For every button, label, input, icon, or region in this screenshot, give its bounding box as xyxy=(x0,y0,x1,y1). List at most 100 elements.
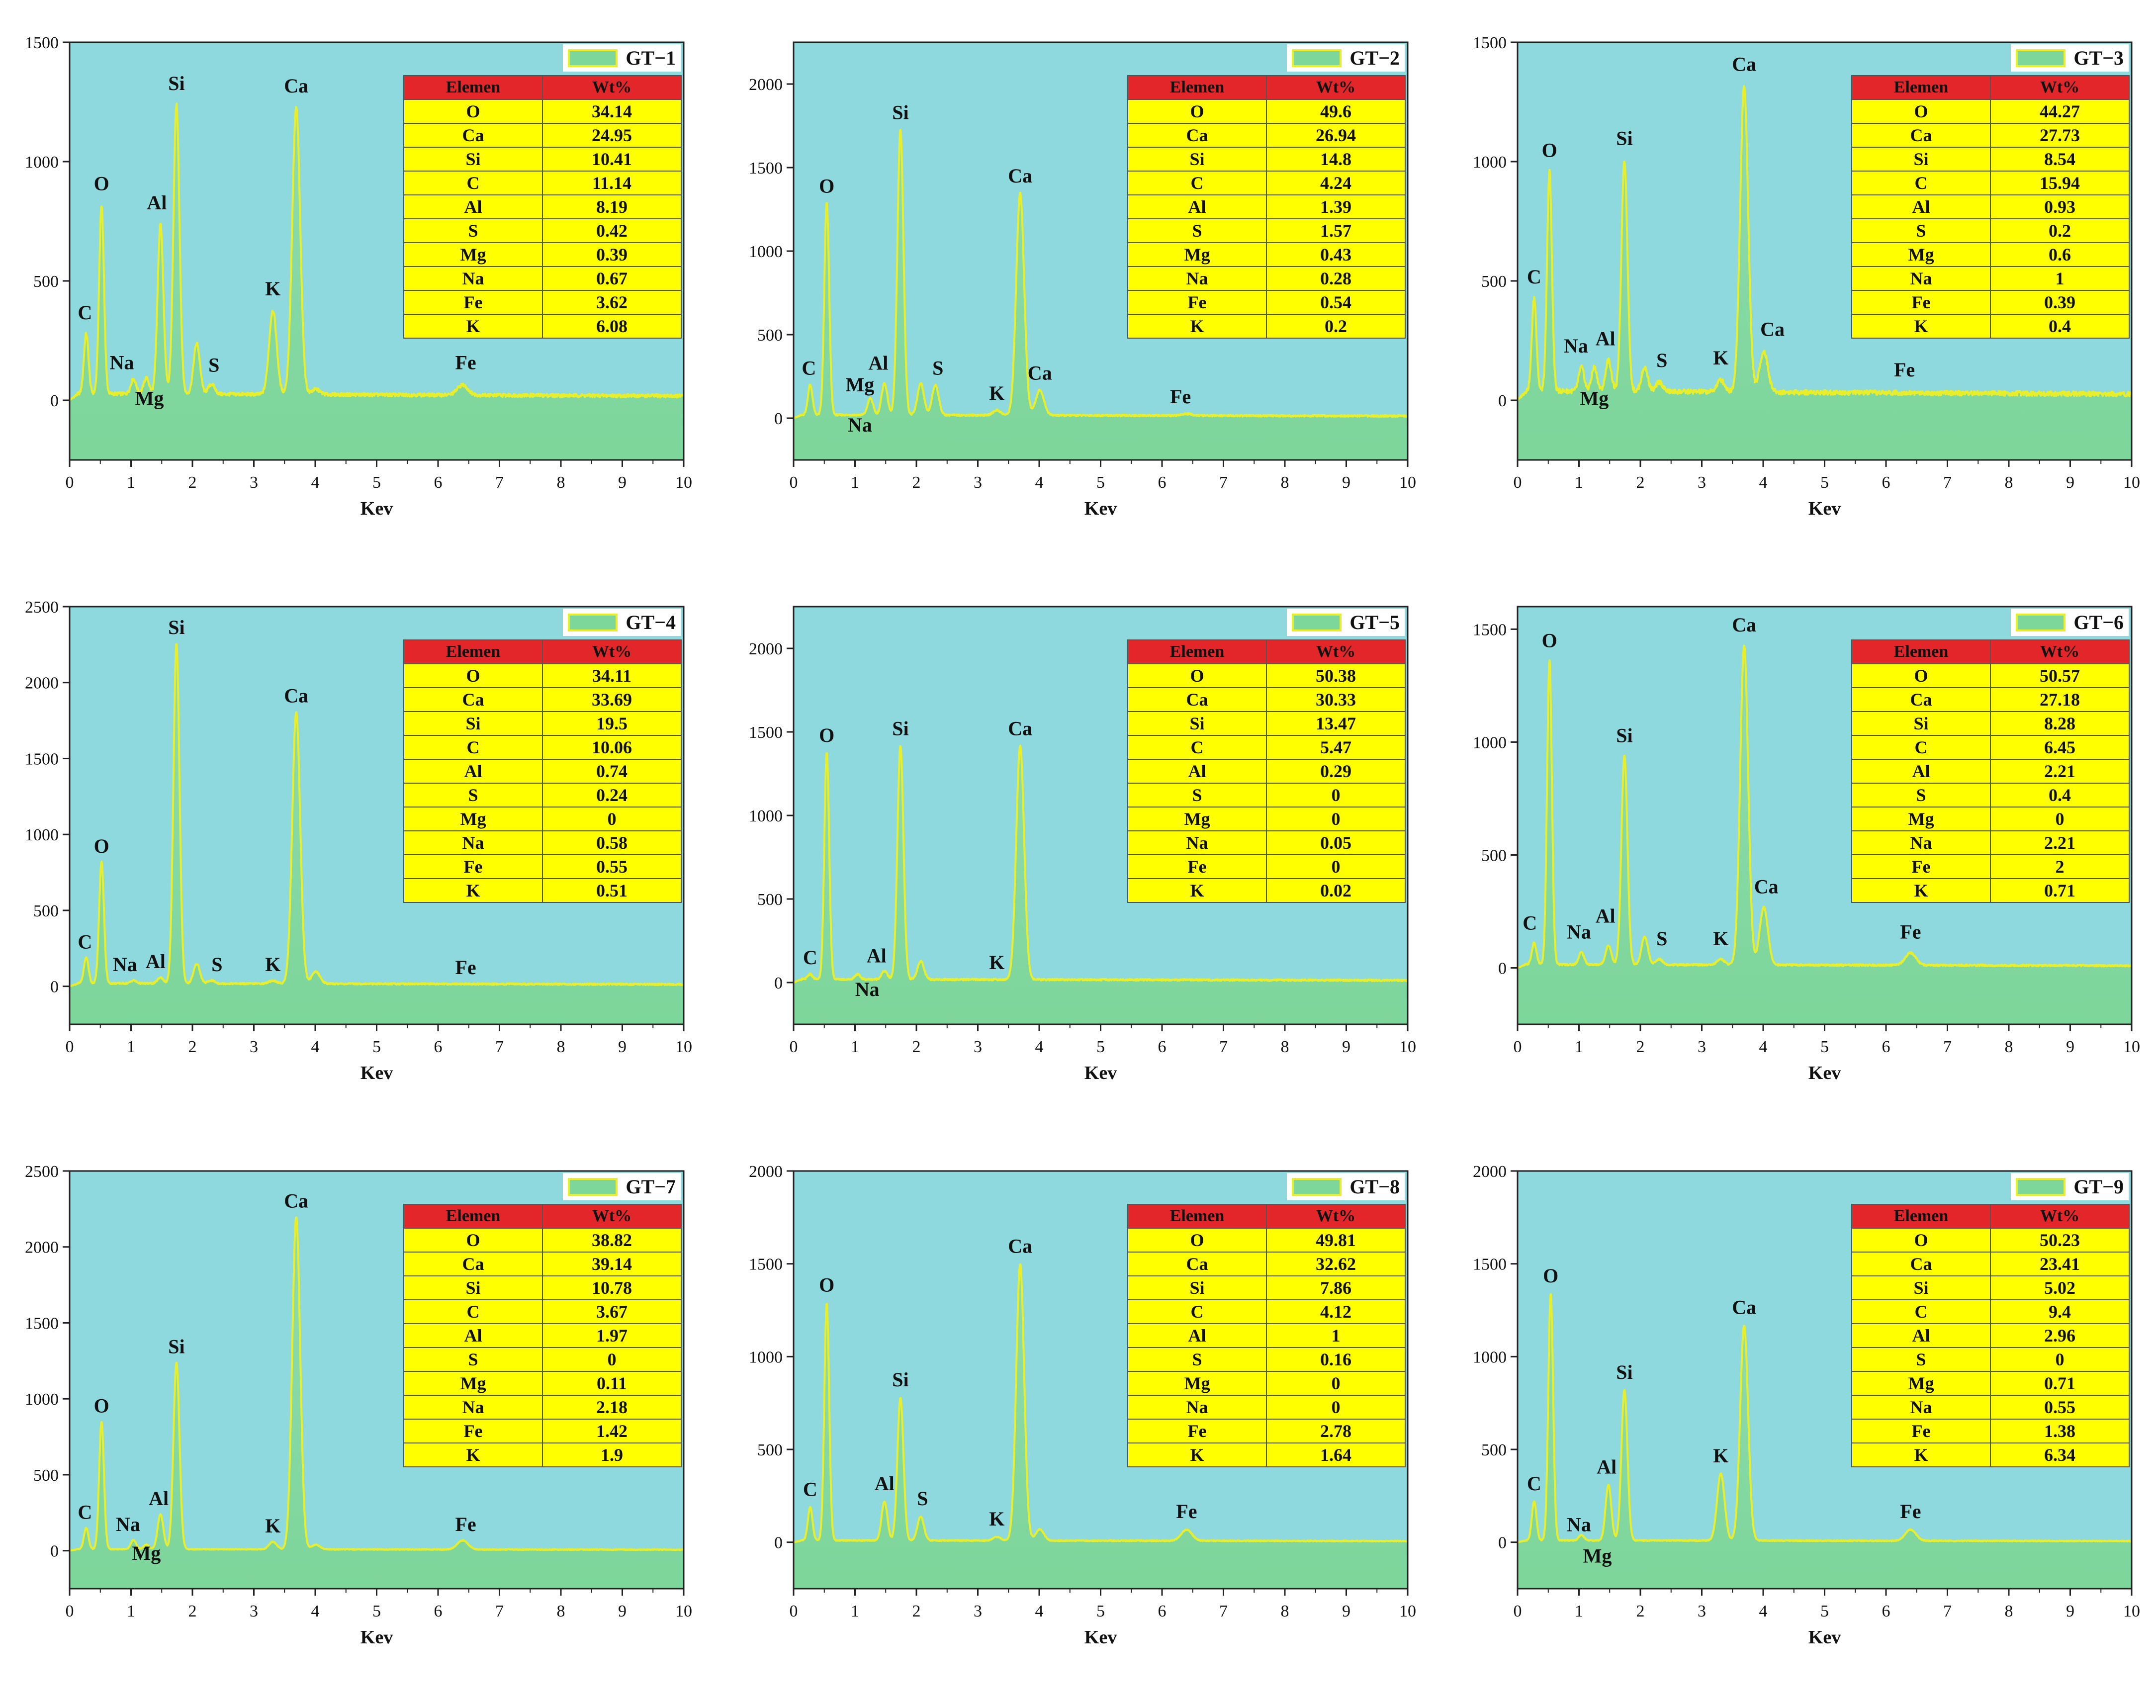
y-tick-label: 2500 xyxy=(25,1163,59,1181)
peak-label: O xyxy=(1543,1264,1558,1287)
table-row: O 50.57 xyxy=(1851,663,2130,688)
table-cell: Fe xyxy=(1851,290,1991,315)
table-cell: K xyxy=(1851,314,1991,339)
table-cell: Ca xyxy=(403,687,543,712)
table-cell: S xyxy=(1851,1347,1991,1372)
peak-label: Mg xyxy=(1583,1545,1612,1567)
peak-label: Na xyxy=(1567,1513,1591,1535)
legend-swatch xyxy=(2016,1177,2066,1196)
x-tick-label: 9 xyxy=(618,1038,627,1056)
peak-label: O xyxy=(94,835,109,857)
x-tick-label: 4 xyxy=(1759,1602,1768,1620)
peak-label: O xyxy=(819,724,834,746)
table-cell: K xyxy=(403,1442,543,1467)
table-row: Na 0.58 xyxy=(403,830,682,855)
table-cell: K xyxy=(1127,1442,1267,1467)
table-cell: Mg xyxy=(1851,1371,1991,1396)
spectrum-line xyxy=(69,102,685,401)
table-header-cell: Elemen xyxy=(403,639,543,664)
table-cell: Si xyxy=(1851,711,1991,736)
table-cell: Mg xyxy=(1851,242,1991,267)
table-cell: Na xyxy=(1127,266,1267,291)
peak-label: C xyxy=(78,930,92,953)
peak-label: C xyxy=(1527,1472,1541,1495)
spectrum-line xyxy=(1517,644,2133,969)
table-cell: 8.28 xyxy=(1990,711,2130,736)
table-cell: S xyxy=(1127,218,1267,243)
table-cell: 50.23 xyxy=(1990,1228,2130,1253)
table-cell: 1 xyxy=(1990,266,2130,291)
peak-label: S xyxy=(932,357,943,379)
x-tick-label: 9 xyxy=(2066,1038,2074,1056)
table-row: Mg 0 xyxy=(1851,807,2130,831)
y-tick-label: 1500 xyxy=(25,34,59,52)
table-cell: 34.14 xyxy=(542,99,682,124)
x-tick-label: 7 xyxy=(1219,1038,1228,1056)
y-tick-label: 2000 xyxy=(749,1163,783,1181)
peak-label: Al xyxy=(146,950,166,973)
y-tick-label: 1500 xyxy=(1473,34,1507,52)
peak-label: Si xyxy=(1616,1361,1632,1383)
table-cell: 2.21 xyxy=(1990,830,2130,855)
peak-label: Si xyxy=(168,616,184,638)
table-header-cell: Elemen xyxy=(1851,1204,1991,1229)
table-row: S 0.2 xyxy=(1851,218,2130,243)
table-cell: S xyxy=(1851,783,1991,808)
table-cell: 0.4 xyxy=(1990,314,2130,339)
table-cell: 0.42 xyxy=(542,218,682,243)
table-cell: 32.62 xyxy=(1266,1252,1406,1276)
peak-label: Si xyxy=(168,72,184,94)
x-tick-label: 0 xyxy=(790,473,798,492)
table-cell: O xyxy=(1851,663,1991,688)
table-cell: O xyxy=(403,1228,543,1253)
x-tick-label: 2 xyxy=(1636,473,1645,492)
table-row: Si 10.41 xyxy=(403,147,682,172)
table-cell: 0.2 xyxy=(1990,218,2130,243)
table-cell: 0.28 xyxy=(1266,266,1406,291)
table-row: Mg 0.43 xyxy=(1127,242,1406,267)
legend-label: GT−4 xyxy=(626,611,676,633)
x-tick-label: 2 xyxy=(1636,1038,1645,1056)
peak-label: Ca xyxy=(284,684,308,707)
table-cell: 0.05 xyxy=(1266,830,1406,855)
spectrum-fill xyxy=(1518,645,2132,1024)
table-row: Ca 27.18 xyxy=(1851,687,2130,712)
legend-swatch xyxy=(1292,49,1342,67)
table-cell: Fe xyxy=(1127,854,1267,879)
peak-label: Ca xyxy=(1732,614,1756,636)
table-cell: 6.08 xyxy=(542,314,682,339)
legend-label: GT−9 xyxy=(2073,1175,2124,1198)
peak-label: Na xyxy=(848,414,872,436)
table-cell: O xyxy=(403,99,543,124)
table-row: O 49.81 xyxy=(1127,1228,1406,1253)
table-row: S 1.57 xyxy=(1127,218,1406,243)
table-row: K 0.4 xyxy=(1851,314,2130,339)
table-row: Fe 2.78 xyxy=(1127,1419,1406,1443)
peak-label: Na xyxy=(113,953,137,976)
legend-label: GT−1 xyxy=(626,47,676,69)
x-tick-label: 8 xyxy=(557,1038,565,1056)
table-cell: 1.42 xyxy=(542,1419,682,1443)
spectrum-fill xyxy=(70,644,684,1024)
x-tick-label: 4 xyxy=(1035,1038,1044,1056)
peak-label: O xyxy=(94,173,109,195)
peak-label: C xyxy=(78,301,92,324)
table-cell: Fe xyxy=(1851,854,1991,879)
x-tick-label: 0 xyxy=(790,1038,798,1056)
table-header-cell: Wt% xyxy=(1990,1204,2130,1229)
table-row: Al 0.29 xyxy=(1127,759,1406,784)
chart-legend: GT−3 xyxy=(2011,44,2129,72)
y-tick-label: 0 xyxy=(774,1534,783,1552)
table-cell: O xyxy=(403,663,543,688)
x-tick-label: 2 xyxy=(188,473,197,492)
spectrum-line xyxy=(1517,1293,2133,1543)
peak-label: Ca xyxy=(1732,53,1756,76)
table-row: K 0.71 xyxy=(1851,878,2130,903)
table-cell: Mg xyxy=(1851,807,1991,831)
table-cell: Ca xyxy=(1127,1252,1267,1276)
table-header-cell: Elemen xyxy=(1851,75,1991,100)
peak-label: S xyxy=(1656,349,1667,371)
x-tick-label: 7 xyxy=(1219,473,1228,492)
table-row: O 44.27 xyxy=(1851,99,2130,124)
table-cell: K xyxy=(1851,1442,1991,1467)
